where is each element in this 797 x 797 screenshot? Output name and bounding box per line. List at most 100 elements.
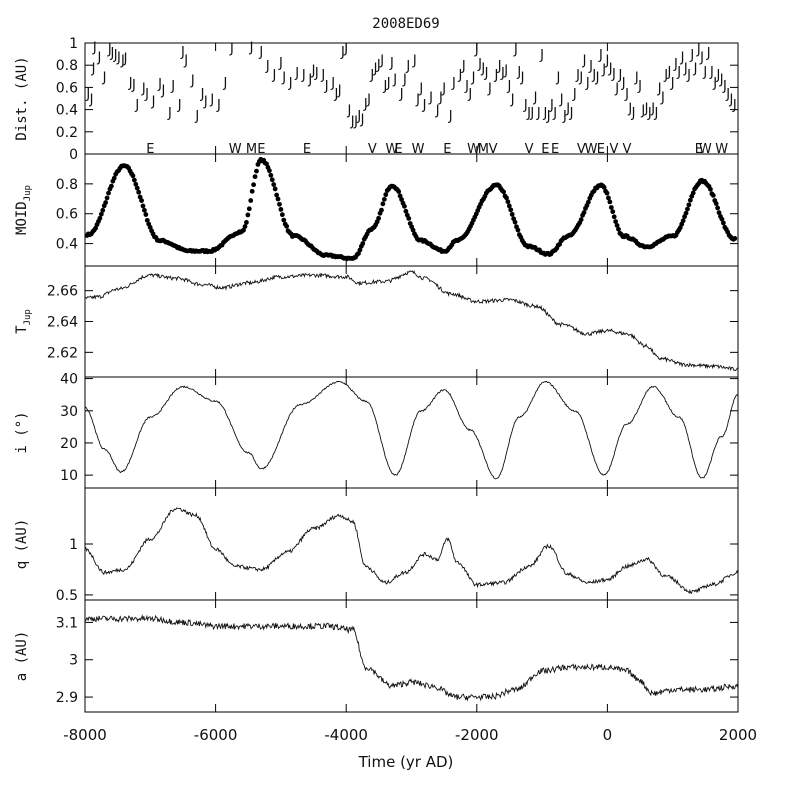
y-axis-label-a: a (AU) <box>14 631 30 682</box>
jupiter-encounter-mark: J <box>471 70 476 85</box>
jupiter-encounter-mark: J <box>647 106 652 121</box>
jupiter-encounter-mark: J <box>281 70 286 85</box>
moid-point <box>143 212 149 217</box>
moid-point <box>610 209 616 215</box>
moid-point <box>97 215 103 221</box>
jupiter-encounter-mark: J <box>598 48 603 63</box>
planet-encounter-mark: V <box>609 142 618 157</box>
jupiter-encounter-mark: J <box>526 106 531 121</box>
y-tick-label-incl: 30 <box>60 404 78 420</box>
moid-point <box>585 199 591 205</box>
y-tick-label-dist: 0.6 <box>56 80 78 96</box>
moid-point <box>136 189 142 195</box>
y-tick-label-moid: 0.6 <box>56 207 78 223</box>
jupiter-encounter-mark: J <box>702 65 707 80</box>
moid-point <box>106 190 111 196</box>
moid-point <box>277 201 282 207</box>
jupiter-encounter-mark: J <box>458 68 463 83</box>
jupiter-encounter-mark: J <box>562 109 567 124</box>
moid-point <box>505 199 511 205</box>
jupiter-encounter-mark: J <box>611 67 616 82</box>
moid-point <box>111 175 117 181</box>
jupiter-encounter-mark: J <box>347 104 352 119</box>
panel-tjup: 2.62 2.64 2.66 TJup <box>14 265 739 378</box>
x-tick-label: -6000 <box>194 726 238 744</box>
y-tick-label-q: 0.5 <box>56 588 78 604</box>
y-axis-label-moid: MOIDJup <box>14 185 33 235</box>
moid-point <box>103 200 109 205</box>
jupiter-encounter-mark: J <box>311 64 316 79</box>
jupiter-encounter-mark: J <box>102 70 107 85</box>
jupiter-encounter-mark: J <box>673 57 678 72</box>
moid-point <box>130 173 136 179</box>
x-tick-label: -8000 <box>63 726 107 744</box>
jupiter-encounter-mark: J <box>160 84 165 99</box>
moid-point <box>278 207 284 212</box>
jupiter-encounter-mark: J <box>307 73 312 88</box>
jupiter-encounter-mark: J <box>330 76 335 91</box>
moid-point <box>719 216 725 222</box>
jupiter-encounter-mark: J <box>604 54 609 69</box>
moid-point <box>246 206 252 212</box>
jupiter-encounter-mark: J <box>572 87 577 102</box>
jupiter-encounter-mark: J <box>709 65 714 80</box>
jupiter-encounter-mark: J <box>487 81 492 96</box>
planet-encounter-mark: E <box>394 142 402 157</box>
moid-point <box>716 210 722 216</box>
jupiter-encounter-mark: J <box>660 90 665 105</box>
y-tick-label-dist: 0.2 <box>56 125 78 141</box>
jupiter-encounter-mark: J <box>363 97 368 112</box>
planet-encounter-mark: W <box>467 142 480 157</box>
jupiter-encounter-mark: J <box>507 79 512 94</box>
planet-encounter-mark: E <box>443 142 451 157</box>
y-tick-label-moid: 0.4 <box>56 237 78 253</box>
moid-point <box>244 220 249 225</box>
planet-encounter-mark: W <box>412 142 425 157</box>
moid-point <box>710 193 716 198</box>
planet-encounter-mark: E <box>541 142 549 157</box>
moid-point <box>104 195 110 201</box>
moid-point <box>131 177 137 183</box>
planet-encounter-mark: W <box>229 142 242 157</box>
moid-point <box>381 196 387 202</box>
jupiter-encounter-mark: J <box>493 68 498 83</box>
moid-point <box>396 189 402 194</box>
moid-point <box>732 236 738 241</box>
moid-point <box>139 198 144 203</box>
jupiter-encounter-mark: J <box>614 81 619 96</box>
panel-frame-a <box>84 599 739 713</box>
planet-encounter-mark: E <box>597 142 605 157</box>
moid-point <box>713 201 719 206</box>
jupiter-encounter-mark: J <box>356 109 361 124</box>
jupiter-encounter-mark: J <box>418 81 423 96</box>
moid-point <box>606 195 611 201</box>
jupiter-encounter-mark: J <box>288 76 293 91</box>
jupiter-encounter-mark: J <box>699 50 704 65</box>
jupiter-encounter-mark: J <box>167 106 172 121</box>
jupiter-encounter-mark: J <box>722 79 727 94</box>
y-tick-label-incl: 20 <box>60 436 78 452</box>
x-tick-label: 2000 <box>719 726 757 744</box>
jupiter-encounter-mark: J <box>461 59 466 74</box>
planet-encounter-mark: V <box>623 142 632 157</box>
jupiter-encounter-mark: J <box>542 106 547 121</box>
jupiter-encounter-mark: J <box>107 43 112 58</box>
moid-point <box>402 203 407 209</box>
moid-point <box>100 207 106 213</box>
moid-point <box>267 168 272 174</box>
moid-point <box>508 207 514 213</box>
moid-point <box>680 218 686 224</box>
jupiter-encounter-mark: J <box>294 66 299 81</box>
jupiter-encounter-mark: J <box>389 56 394 71</box>
jupiter-encounter-mark: J <box>373 61 378 76</box>
x-tick-label: 0 <box>603 726 613 744</box>
jupiter-encounter-mark: J <box>536 106 541 121</box>
jupiter-encounter-mark: J <box>405 59 410 74</box>
jupiter-encounter-mark: J <box>116 50 121 65</box>
jupiter-encounter-mark: J <box>497 59 502 74</box>
jupiter-encounter-mark: J <box>120 54 125 69</box>
jupiter-encounter-mark: J <box>360 112 365 127</box>
moid-point <box>242 224 248 229</box>
y-tick-label-dist: 0.8 <box>56 58 78 74</box>
jupiter-encounter-mark: J <box>591 68 596 83</box>
